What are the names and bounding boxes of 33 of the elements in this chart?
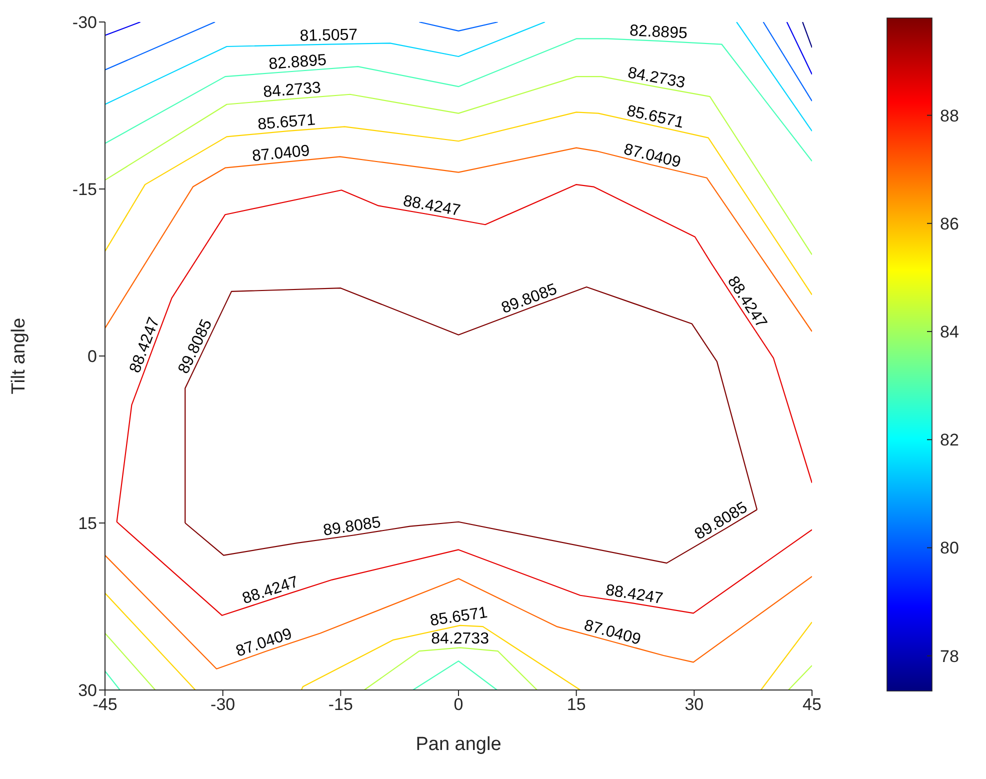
y-tick-label: 0	[88, 347, 97, 366]
color-bar-label: 86	[940, 214, 959, 234]
annotation: 87.0409	[582, 617, 643, 649]
annotation: 89.8085	[322, 514, 382, 540]
y-tick-label: -15	[72, 180, 97, 200]
annotation: 85.6571	[256, 112, 316, 134]
color-bar-label: 82	[940, 430, 959, 450]
x-tick-label: -30	[210, 695, 236, 714]
color-bar-label: 78	[940, 646, 959, 666]
annotation: 84.2733	[431, 630, 490, 648]
annotation: 87.0409	[251, 142, 311, 166]
color-bar-label: 88	[940, 106, 959, 126]
annotation: 85.6571	[625, 102, 686, 132]
annotation: 88.4247	[402, 192, 462, 220]
x-tick-label: 0	[454, 695, 464, 714]
x-tick-label: 30	[684, 695, 704, 714]
x-tick-label: -15	[328, 695, 353, 714]
x-tick-label: 45	[802, 695, 822, 714]
color-bar-label: 80	[940, 538, 959, 558]
y-tick-label: -30	[72, 13, 97, 32]
y-axis-title: Tilt angle	[8, 318, 30, 394]
y-tick-label: 15	[78, 514, 97, 534]
annotation: 84.2733	[262, 80, 322, 102]
annotation: 85.6571	[428, 604, 489, 630]
color-bar-label: 84	[940, 322, 959, 342]
x-axis-title: Pan angle	[416, 734, 502, 755]
annotation: 81.5057	[300, 26, 358, 45]
annotation: 87.0409	[622, 141, 682, 172]
annotation: 84.2733	[626, 64, 687, 92]
annotation: 88.4247	[604, 582, 664, 608]
annotation: 82.8895	[629, 22, 688, 42]
annotation: 82.8895	[268, 52, 328, 74]
x-tick-label: 15	[566, 695, 586, 714]
